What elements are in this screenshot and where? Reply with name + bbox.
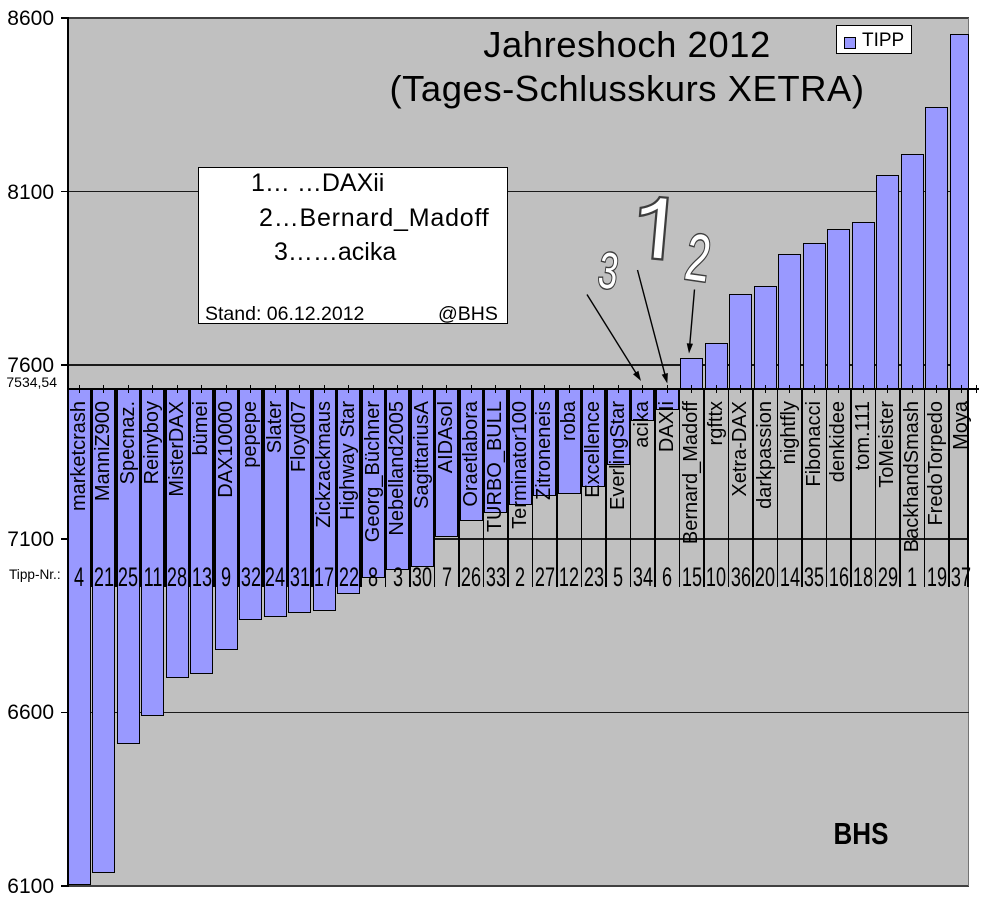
svg-text:3: 3 (595, 243, 622, 301)
svg-text:2: 2 (681, 219, 715, 296)
